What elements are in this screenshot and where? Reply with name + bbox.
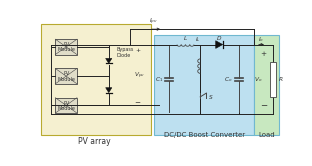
Text: $D$: $D$ bbox=[216, 34, 222, 42]
Text: −: − bbox=[260, 100, 267, 109]
Text: +: + bbox=[261, 51, 267, 57]
Text: $V_{pv}$: $V_{pv}$ bbox=[134, 71, 145, 81]
Bar bbox=[255, 35, 279, 135]
Polygon shape bbox=[216, 41, 223, 48]
Text: Module: Module bbox=[57, 77, 75, 82]
Text: $V_o$: $V_o$ bbox=[254, 75, 262, 84]
Text: $C_1$: $C_1$ bbox=[155, 75, 163, 84]
Bar bbox=[154, 35, 255, 135]
Text: Module: Module bbox=[57, 106, 75, 111]
Text: $R$: $R$ bbox=[278, 75, 283, 83]
Bar bbox=[55, 98, 77, 113]
Text: $I_o$: $I_o$ bbox=[258, 35, 264, 44]
Text: Module: Module bbox=[57, 47, 75, 52]
Text: Bypass
Diode: Bypass Diode bbox=[116, 47, 134, 58]
Polygon shape bbox=[106, 58, 112, 63]
Text: $C_o$: $C_o$ bbox=[224, 75, 233, 84]
Text: $I_L$: $I_L$ bbox=[195, 35, 201, 44]
Text: PV: PV bbox=[63, 42, 69, 47]
Bar bbox=[55, 68, 77, 84]
Text: PV array: PV array bbox=[79, 137, 111, 146]
Text: $S$: $S$ bbox=[208, 93, 213, 101]
Text: DC/DC Boost Converter: DC/DC Boost Converter bbox=[163, 132, 245, 138]
Text: −: − bbox=[134, 100, 140, 106]
Text: +: + bbox=[135, 48, 140, 53]
Bar bbox=[270, 62, 276, 97]
Text: PV: PV bbox=[63, 71, 69, 76]
Bar bbox=[55, 39, 77, 55]
Text: PV: PV bbox=[63, 101, 69, 106]
Polygon shape bbox=[106, 88, 112, 93]
Text: $I_{pv}$: $I_{pv}$ bbox=[149, 17, 158, 27]
Text: Load: Load bbox=[259, 132, 275, 138]
Text: $L$: $L$ bbox=[183, 34, 188, 42]
Bar bbox=[41, 24, 151, 135]
